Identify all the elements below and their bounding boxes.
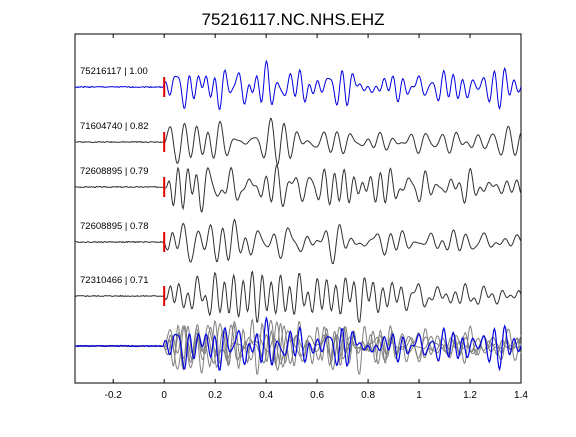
trace-group: 75216117 | 1.00 71604740 | 0.82 72608895 |… [74,59,522,323]
x-tick-label: 0.4 [259,390,273,401]
trace-label: 75216117 | 1.00 [80,66,148,77]
x-tick-label: 1.4 [514,390,528,401]
trace-row: 71604740 | 0.82 [74,117,522,166]
x-tick-label: 1 [416,390,422,401]
trace-label: 72608895 | 0.78 [80,221,149,232]
trace-label: 71604740 | 0.82 [80,121,149,132]
waveform-trace [74,218,522,265]
x-tick-label: 0 [161,390,167,401]
x-tick-label: 0.6 [310,390,324,401]
trace-label: 72310466 | 0.71 [80,275,149,286]
x-tick-label: 1.2 [463,390,477,401]
trace-row: 75216117 | 1.00 [74,59,522,111]
trace-row: 72310466 | 0.71 [74,270,522,323]
trace-row: 72608895 | 0.79 [74,163,522,213]
stacked-overlay-group [74,316,522,375]
waveform-trace [74,270,522,323]
waveform-trace [74,59,522,111]
stacked-reference-trace [74,316,522,372]
chart-title: 75216117.NC.NHS.EHZ [202,10,385,29]
x-axis: -0.2 0 0.2 0.4 0.6 0.8 1 1.2 1.4 [105,34,528,401]
waveform-trace [74,163,522,213]
x-tick-label: 0.2 [208,390,222,401]
x-tick-label: 0.8 [361,390,375,401]
trace-row: 72608895 | 0.78 [74,218,522,265]
x-tick-label: -0.2 [105,390,123,401]
waveform-trace [74,117,522,166]
trace-label: 72608895 | 0.79 [80,166,149,177]
